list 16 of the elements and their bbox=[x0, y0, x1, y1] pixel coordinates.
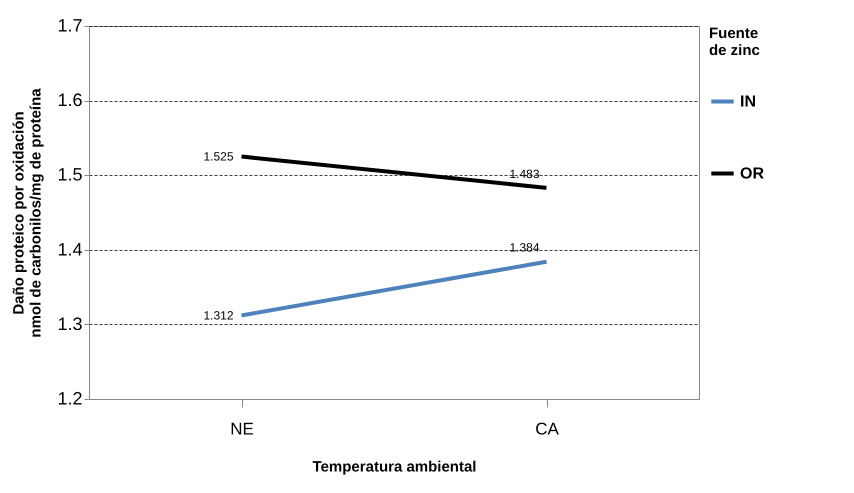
x-tick-label: CA bbox=[535, 420, 560, 438]
y-tick-label: 1.7 bbox=[57, 16, 82, 36]
y-axis-title: Daño proteico por oxidación nmol de carbonilos/mg de proteína bbox=[10, 88, 44, 338]
y-tick-label: 1.4 bbox=[57, 239, 82, 260]
y-tick-label: 1.2 bbox=[57, 388, 82, 408]
data-label: 1.525 bbox=[203, 150, 234, 164]
data-label: 1.384 bbox=[509, 240, 540, 255]
legend-label: IN bbox=[740, 94, 756, 110]
legend-title: Fuente de zinc bbox=[709, 25, 760, 59]
legend-label: OR bbox=[740, 166, 764, 182]
data-label: 1.312 bbox=[203, 308, 234, 322]
x-axis-title: Temperatura ambiental bbox=[312, 458, 476, 476]
y-tick-label: 1.5 bbox=[57, 164, 82, 185]
y-tick-label: 1.6 bbox=[57, 90, 82, 110]
x-tick-label: NE bbox=[230, 420, 254, 438]
y-tick-label: 1.3 bbox=[57, 314, 82, 334]
